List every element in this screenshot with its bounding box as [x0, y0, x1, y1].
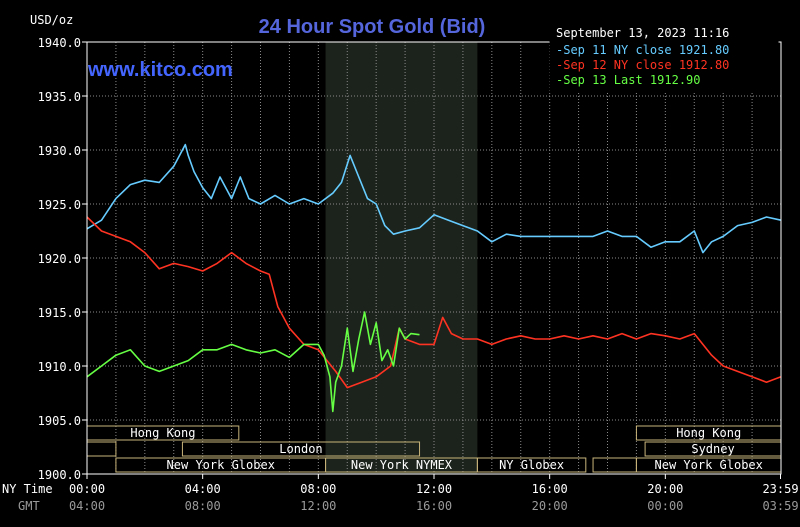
y-tick-label: 1940.0: [38, 36, 81, 50]
x-axis-ny-time-label: NY Time: [2, 482, 53, 496]
y-tick-label: 1905.0: [38, 414, 81, 428]
x-tick-label-ny: 12:00: [416, 482, 452, 496]
y-tick-label: 1935.0: [38, 90, 81, 104]
series-line-2: [86, 216, 782, 389]
series-line-1: [86, 143, 782, 254]
x-axis-gmt-label: GMT: [18, 499, 40, 513]
chart-legend: -Sep 11 NY close 1921.80-Sep 12 NY close…: [549, 40, 779, 92]
y-tick-label: 1920.0: [38, 252, 81, 266]
brand-watermark: www.kitco.com: [87, 59, 233, 81]
nymex-session-shade: [325, 42, 478, 474]
legend-entry: -Sep 11 NY close 1921.80: [556, 43, 729, 57]
x-tick-label-ny: 00:00: [69, 482, 105, 496]
x-tick-label-ny: 04:00: [185, 482, 221, 496]
session-label: New York Globex: [655, 458, 763, 472]
y-tick-label: 1900.0: [38, 468, 81, 482]
session-label: Hong Kong: [676, 426, 741, 440]
y-tick-label: 1915.0: [38, 306, 81, 320]
y-axis-unit-label: USD/oz: [30, 13, 73, 27]
series-line-3: [86, 311, 420, 413]
session-label: NY Globex: [499, 458, 564, 472]
chart-timestamp: September 13, 2023 11:16: [556, 26, 729, 40]
session-bar: [181, 441, 421, 457]
x-tick-label-gmt: 16:00: [416, 499, 452, 513]
session-bar: [476, 457, 587, 473]
session-label: London: [279, 442, 322, 456]
legend-box: [549, 40, 779, 92]
x-tick-label-gmt: 08:00: [185, 499, 221, 513]
session-label: Hong Kong: [130, 426, 195, 440]
x-tick-label-ny: 08:00: [300, 482, 336, 496]
x-tick-label-ny: 23:59: [762, 482, 798, 496]
session-label: Sydney: [691, 442, 734, 456]
x-tick-label-ny: 20:00: [647, 482, 683, 496]
session-label: New York Globex: [167, 458, 275, 472]
x-tick-label-gmt: 04:00: [69, 499, 105, 513]
y-tick-label: 1930.0: [38, 144, 81, 158]
x-tick-label-gmt: 20:00: [532, 499, 568, 513]
x-tick-label-gmt: 12:00: [300, 499, 336, 513]
y-tick-label: 1910.0: [38, 360, 81, 374]
legend-entry: -Sep 13 Last 1912.90: [556, 73, 701, 87]
x-tick-label-gmt: 00:00: [647, 499, 683, 513]
x-tick-label-ny: 16:00: [532, 482, 568, 496]
chart-title: 24 Hour Spot Gold (Bid): [259, 16, 486, 38]
y-tick-label: 1925.0: [38, 198, 81, 212]
legend-entry: -Sep 12 NY close 1912.80: [556, 58, 729, 72]
x-tick-label-gmt: 03:59: [762, 499, 798, 513]
session-label: New York NYMEX: [351, 458, 453, 472]
